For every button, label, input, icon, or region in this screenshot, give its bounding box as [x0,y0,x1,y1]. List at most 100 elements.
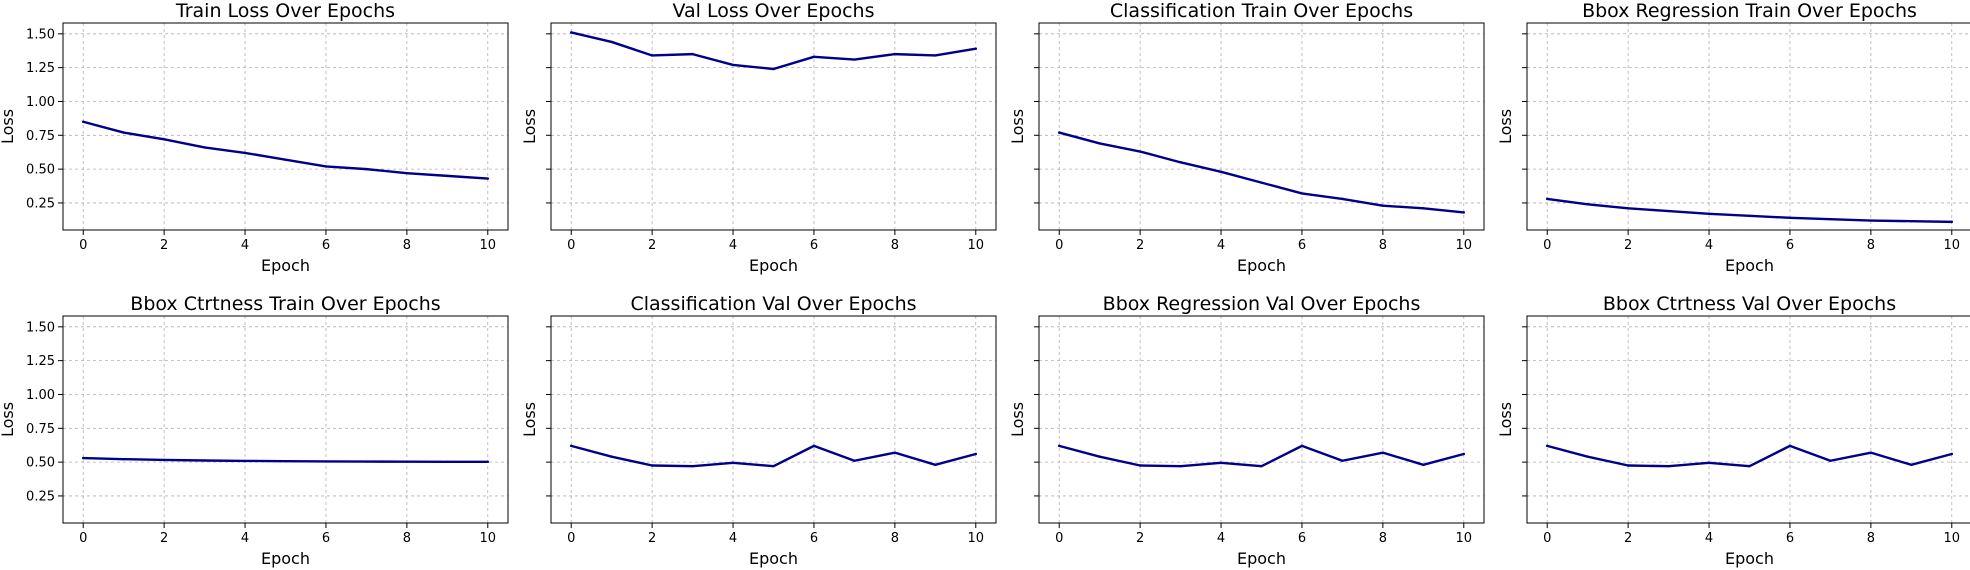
x-tick-label: 2 [1136,531,1144,546]
chart-panel: 0 2 4 6 8 10 Classification Val Over Epochs Epo… [520,293,997,568]
data-point [122,457,125,461]
data-point [1667,209,1670,213]
data-point [1260,181,1263,184]
y-axis-label: Loss [520,402,539,437]
data-point [731,461,735,464]
data-point [1138,464,1142,467]
x-tick-label: 4 [241,238,249,253]
x-tick-label: 2 [1624,238,1632,253]
chart-title: Classification Train Over Epochs [1110,0,1413,22]
data-point [1341,197,1344,201]
data-point [731,63,735,67]
x-tick-label: 4 [1705,238,1713,253]
x-tick-label: 10 [1455,531,1472,546]
data-point [446,460,449,464]
y-tick-label: 1.00 [26,95,55,110]
x-tick-label: 6 [1786,238,1794,253]
data-point [853,58,856,61]
data-point [1260,464,1263,468]
data-point [1667,464,1670,468]
data-point [486,460,489,464]
plot-frame [550,315,997,524]
y-tick-label: 0.75 [26,422,55,437]
data-point [1910,220,1913,223]
data-point [405,460,409,463]
data-point [1098,142,1101,145]
x-tick-label: 6 [810,531,818,546]
data-point [1546,197,1549,201]
x-axis-label: Epoch [261,549,310,568]
data-point [1748,464,1751,468]
x-tick-label: 2 [160,531,168,546]
series-line [1058,444,1465,468]
series-line [82,120,489,180]
x-tick-label: 0 [1055,238,1063,253]
data-point [1950,452,1953,456]
data-point [650,464,654,467]
data-point [610,40,613,44]
plot-frame [1526,315,1970,524]
data-point [934,463,937,467]
y-tick-label: 0.75 [26,129,55,144]
x-tick-label: 8 [1379,531,1387,546]
data-point [650,54,654,57]
x-tick-label: 0 [567,531,575,546]
data-point [1829,459,1832,462]
chart-panel: 0 2 4 6 8 10 Bbox Regression Val Over Epochs Ep… [1008,293,1485,568]
data-point [1546,444,1549,448]
series-line [1546,197,1953,224]
y-axis-label: Loss [0,109,17,144]
data-point [1179,464,1182,468]
data-point [1179,161,1182,164]
x-tick-label: 4 [729,531,737,546]
data-point [812,444,816,448]
data-point [324,460,328,463]
chart-panel: 0 2 4 6 8 10 Classification Train Over Epochs E… [1008,0,1485,275]
x-tick-label: 6 [1786,531,1794,546]
x-axis-label: Epoch [749,549,798,568]
chart-title: Bbox Ctrtness Train Over Epochs [130,293,440,315]
data-point [365,167,368,171]
data-point [324,165,328,168]
x-tick-label: 10 [967,531,984,546]
x-tick-label: 2 [160,238,168,253]
data-point [284,158,287,161]
data-point [203,459,206,462]
chart-title: Val Loss Over Epochs [672,0,874,22]
y-axis-label: Loss [1496,109,1515,144]
x-tick-label: 10 [1943,238,1960,253]
x-tick-label: 10 [479,531,496,546]
data-point [1788,444,1792,448]
x-tick-label: 8 [403,238,411,253]
data-point [243,459,247,463]
data-point [772,67,775,71]
data-point [1707,212,1711,215]
y-tick-label: 1.50 [26,27,55,42]
data-point [1462,211,1465,214]
data-point [82,120,85,123]
data-point [1626,207,1630,210]
series-line [1546,444,1953,468]
data-point [486,177,489,180]
data-point [82,456,85,460]
x-tick-label: 4 [1705,531,1713,546]
plot-frame [1038,22,1485,231]
x-tick-label: 10 [967,238,984,253]
x-tick-label: 8 [403,531,411,546]
y-axis-label: Loss [520,109,539,144]
x-axis-label: Epoch [261,256,310,275]
chart-title: Bbox Ctrtness Val Over Epochs [1603,293,1896,315]
x-tick-label: 10 [479,238,496,253]
data-point [1098,455,1101,458]
x-tick-label: 0 [1543,238,1551,253]
data-point [1586,203,1589,206]
x-tick-label: 6 [810,238,818,253]
y-axis-label: Loss [1008,109,1027,144]
x-tick-label: 8 [1867,531,1875,546]
data-point [1910,463,1913,467]
data-point [1586,455,1589,458]
data-point [1381,204,1385,207]
x-axis-label: Epoch [1725,549,1774,568]
data-point [974,452,977,456]
plot-frame [62,315,509,524]
